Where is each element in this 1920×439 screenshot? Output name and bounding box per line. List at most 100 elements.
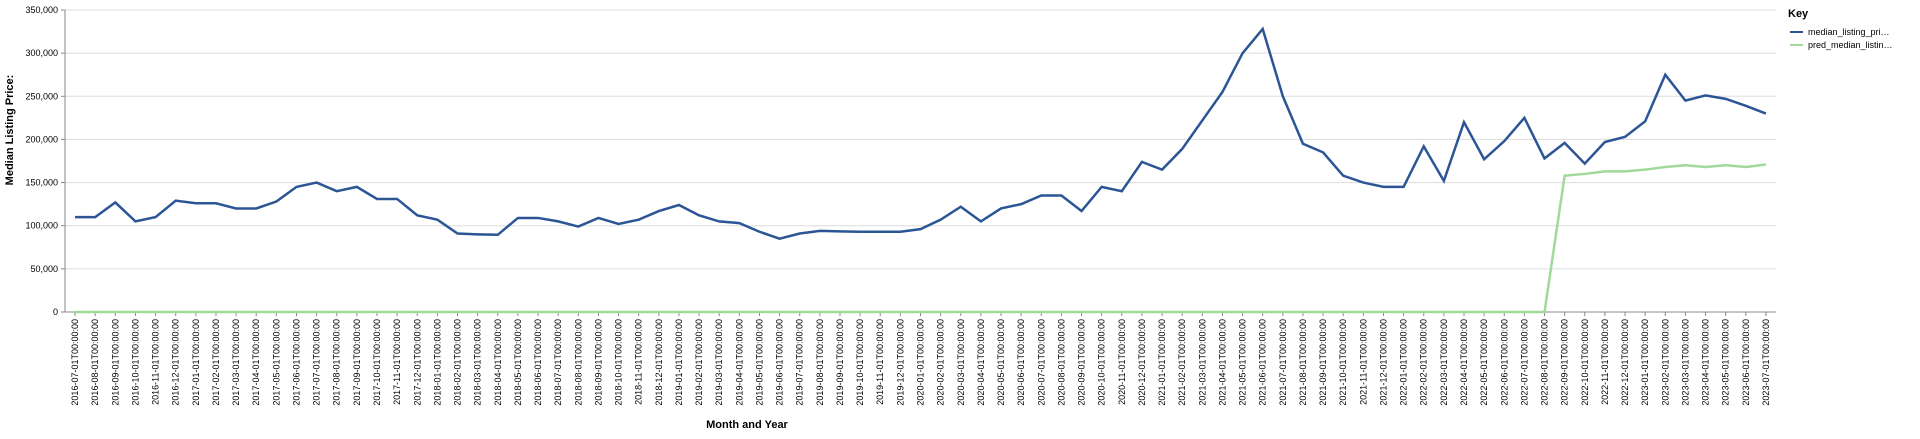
legend-label: pred_median_listin… (1808, 40, 1893, 50)
x-tick-label: 2017-02-01T00:00:00 (211, 319, 221, 406)
x-tick-label: 2019-10-01T00:00:00 (855, 319, 865, 406)
y-tick-label: 100,000 (25, 221, 58, 231)
x-tick-label: 2021-07-01T00:00:00 (1278, 319, 1288, 406)
x-tick-label: 2022-04-01T00:00:00 (1459, 319, 1469, 406)
x-tick-label: 2018-05-01T00:00:00 (513, 319, 523, 406)
x-tick-label: 2023-03-01T00:00:00 (1680, 319, 1690, 406)
x-tick-label: 2019-06-01T00:00:00 (775, 319, 785, 406)
x-tick-label: 2022-09-01T00:00:00 (1560, 319, 1570, 406)
x-tick-label: 2021-05-01T00:00:00 (1238, 319, 1248, 406)
x-tick-label: 2020-10-01T00:00:00 (1097, 319, 1107, 406)
x-tick-label: 2016-08-01T00:00:00 (90, 319, 100, 406)
x-tick-label: 2021-09-01T00:00:00 (1318, 319, 1328, 406)
x-tick-label: 2016-10-01T00:00:00 (130, 319, 140, 406)
x-tick-label: 2020-01-01T00:00:00 (916, 319, 926, 406)
x-tick-label: 2018-04-01T00:00:00 (493, 319, 503, 406)
x-tick-label: 2022-03-01T00:00:00 (1439, 319, 1449, 406)
x-tick-label: 2017-05-01T00:00:00 (271, 319, 281, 406)
x-tick-label: 2022-08-01T00:00:00 (1540, 319, 1550, 406)
x-tick-label: 2020-11-01T00:00:00 (1117, 319, 1127, 405)
x-tick-label: 2023-02-01T00:00:00 (1660, 319, 1670, 406)
x-tick-label: 2019-08-01T00:00:00 (815, 319, 825, 406)
x-tick-label: 2018-08-01T00:00:00 (573, 319, 583, 406)
x-tick-label: 2023-01-01T00:00:00 (1640, 319, 1650, 406)
x-tick-label: 2022-11-01T00:00:00 (1600, 319, 1610, 405)
x-tick-label: 2016-12-01T00:00:00 (171, 319, 181, 406)
x-tick-label: 2020-06-01T00:00:00 (1016, 319, 1026, 406)
x-tick-label: 2019-11-01T00:00:00 (875, 319, 885, 405)
series-line (75, 163, 1767, 314)
x-tick-label: 2022-06-01T00:00:00 (1499, 319, 1509, 406)
x-tick-label: 2023-05-01T00:00:00 (1721, 319, 1731, 406)
x-tick-label: 2018-03-01T00:00:00 (473, 319, 483, 406)
x-tick-label: 2017-07-01T00:00:00 (312, 319, 322, 406)
x-tick-label: 2021-06-01T00:00:00 (1258, 319, 1268, 406)
x-tick-label: 2017-03-01T00:00:00 (231, 319, 241, 406)
x-tick-label: 2019-01-01T00:00:00 (674, 319, 684, 406)
x-tick-label: 2023-06-01T00:00:00 (1741, 319, 1751, 406)
x-tick-label: 2020-12-01T00:00:00 (1137, 319, 1147, 406)
x-tick-label: 2021-11-01T00:00:00 (1358, 319, 1368, 405)
x-tick-label: 2018-10-01T00:00:00 (614, 319, 624, 406)
y-tick-label: 200,000 (25, 134, 58, 144)
x-tick-label: 2020-08-01T00:00:00 (1056, 319, 1066, 406)
x-tick-label: 2021-04-01T00:00:00 (1217, 319, 1227, 406)
x-axis-title: Month and Year (706, 419, 788, 431)
y-tick-label: 350,000 (25, 5, 58, 15)
series-line (75, 26, 1767, 240)
legend-title: Key (1788, 8, 1809, 20)
x-tick-label: 2018-12-01T00:00:00 (654, 319, 664, 406)
x-tick-label: 2019-12-01T00:00:00 (895, 319, 905, 406)
x-tick-label: 2023-04-01T00:00:00 (1701, 319, 1711, 406)
y-tick-label: 300,000 (25, 48, 58, 58)
y-tick-label: 50,000 (30, 264, 58, 274)
x-tick-label: 2018-06-01T00:00:00 (533, 319, 543, 406)
x-tick-label: 2019-03-01T00:00:00 (714, 319, 724, 406)
x-tick-label: 2018-01-01T00:00:00 (432, 319, 442, 406)
x-tick-label: 2017-08-01T00:00:00 (332, 319, 342, 406)
x-tick-label: 2016-07-01T00:00:00 (70, 319, 80, 406)
x-tick-label: 2018-11-01T00:00:00 (634, 319, 644, 405)
y-tick-label: 0 (53, 307, 58, 317)
x-tick-label: 2017-06-01T00:00:00 (291, 319, 301, 406)
x-tick-label: 2022-07-01T00:00:00 (1519, 319, 1529, 406)
x-tick-label: 2020-03-01T00:00:00 (956, 319, 966, 406)
x-tick-label: 2020-02-01T00:00:00 (936, 319, 946, 406)
x-tick-label: 2017-09-01T00:00:00 (352, 319, 362, 406)
y-axis-title: Median Listing Price: (4, 75, 16, 186)
x-tick-label: 2017-12-01T00:00:00 (412, 319, 422, 406)
x-tick-label: 2020-04-01T00:00:00 (976, 319, 986, 406)
legend-label: median_listing_pri… (1808, 27, 1890, 37)
x-tick-label: 2017-01-01T00:00:00 (191, 319, 201, 406)
x-tick-label: 2022-02-01T00:00:00 (1419, 319, 1429, 406)
x-tick-label: 2022-10-01T00:00:00 (1580, 319, 1590, 406)
x-tick-label: 2021-03-01T00:00:00 (1197, 319, 1207, 406)
x-tick-label: 2018-02-01T00:00:00 (453, 319, 463, 406)
x-tick-label: 2019-02-01T00:00:00 (694, 319, 704, 406)
x-tick-label: 2021-02-01T00:00:00 (1177, 319, 1187, 406)
x-tick-label: 2016-09-01T00:00:00 (110, 319, 120, 406)
x-tick-label: 2019-09-01T00:00:00 (835, 319, 845, 406)
x-tick-label: 2023-07-01T00:00:00 (1761, 319, 1771, 406)
x-tick-label: 2021-08-01T00:00:00 (1298, 319, 1308, 406)
y-tick-label: 150,000 (25, 178, 58, 188)
x-tick-label: 2021-10-01T00:00:00 (1338, 319, 1348, 406)
x-tick-label: 2017-11-01T00:00:00 (392, 319, 402, 405)
x-tick-label: 2016-11-01T00:00:00 (151, 319, 161, 405)
x-tick-label: 2019-07-01T00:00:00 (795, 319, 805, 406)
x-tick-label: 2017-10-01T00:00:00 (372, 319, 382, 406)
x-tick-label: 2020-09-01T00:00:00 (1077, 319, 1087, 406)
x-tick-label: 2022-12-01T00:00:00 (1620, 319, 1630, 406)
x-tick-label: 2022-05-01T00:00:00 (1479, 319, 1489, 406)
x-tick-label: 2020-07-01T00:00:00 (1036, 319, 1046, 406)
x-tick-label: 2019-04-01T00:00:00 (734, 319, 744, 406)
x-tick-label: 2019-05-01T00:00:00 (754, 319, 764, 406)
x-tick-label: 2020-05-01T00:00:00 (996, 319, 1006, 406)
x-tick-label: 2022-01-01T00:00:00 (1399, 319, 1409, 406)
x-tick-label: 2021-01-01T00:00:00 (1157, 319, 1167, 406)
x-tick-label: 2018-09-01T00:00:00 (593, 319, 603, 406)
y-tick-label: 250,000 (25, 91, 58, 101)
x-tick-label: 2017-04-01T00:00:00 (251, 319, 261, 406)
x-tick-label: 2018-07-01T00:00:00 (553, 319, 563, 406)
